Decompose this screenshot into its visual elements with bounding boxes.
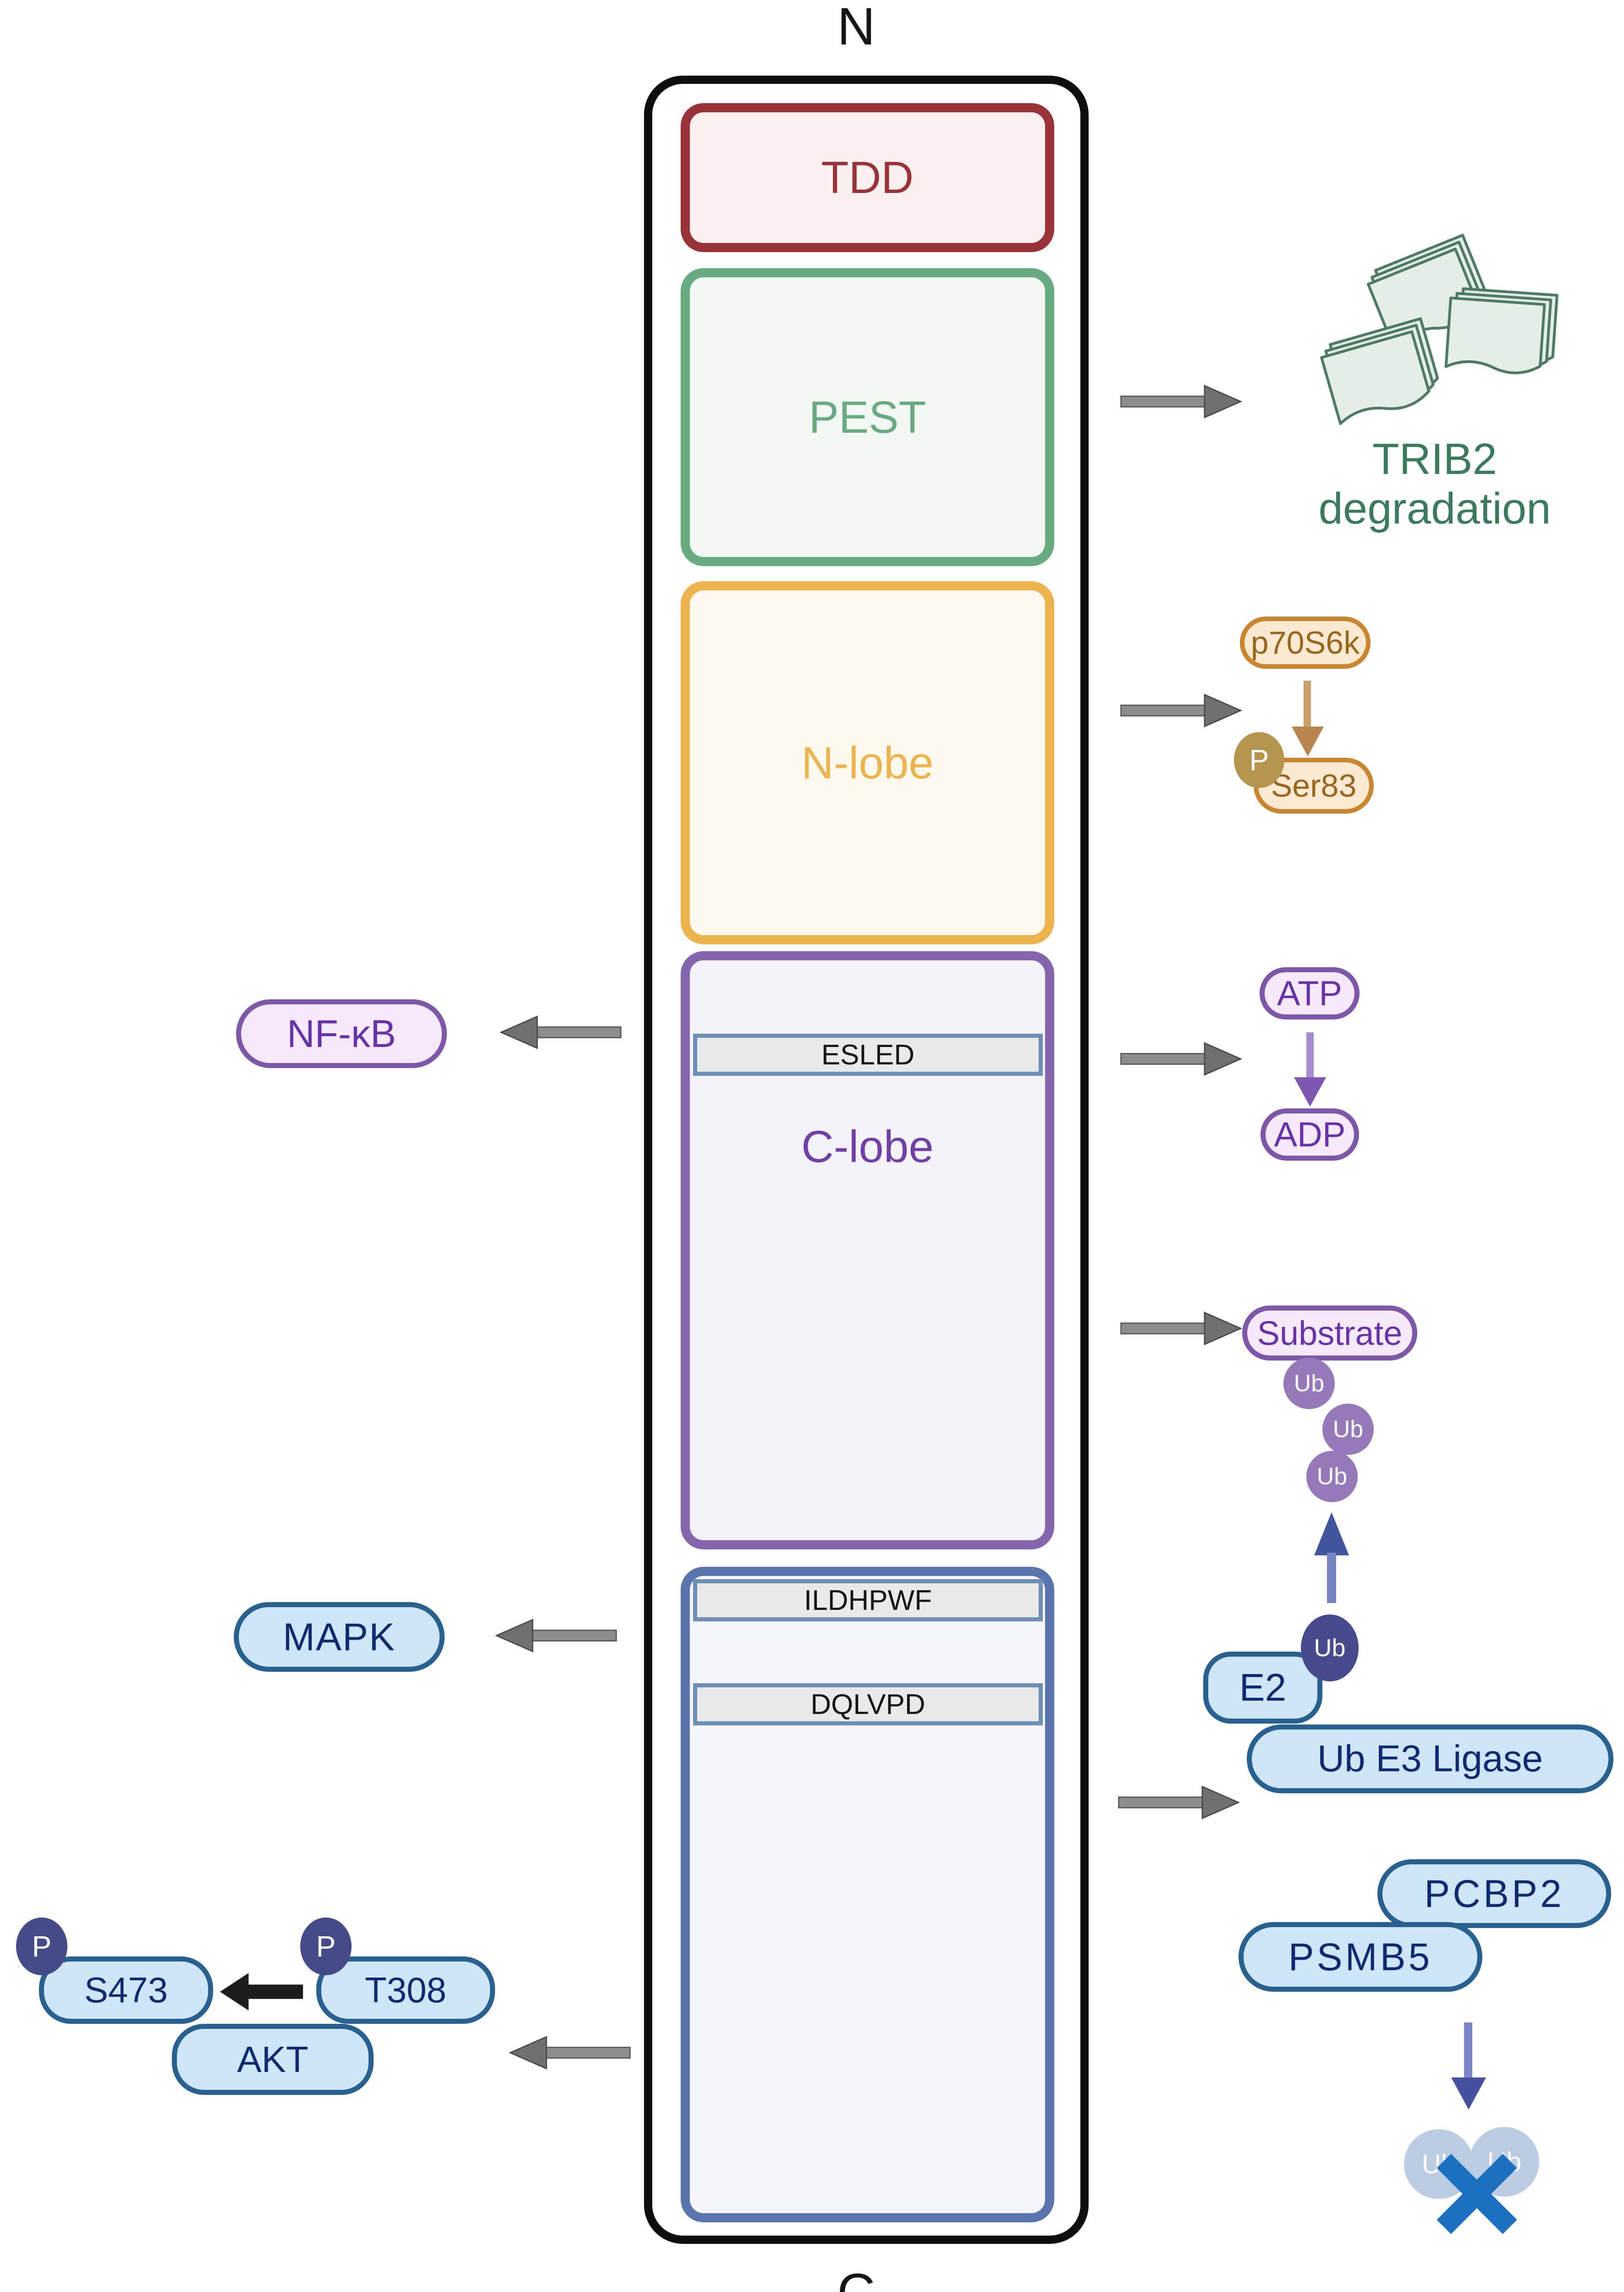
domain-c-terminal-region	[681, 1567, 1054, 2222]
akt-s473-pill: S473	[39, 1956, 213, 2024]
arrow-left-nfkb-icon	[499, 1015, 622, 1049]
arrow-down-phosphorylation-icon	[1292, 681, 1324, 756]
phospho-badge-t308: P	[300, 1917, 352, 1975]
arrow-down-atp-adp-icon	[1294, 1032, 1326, 1107]
atp-pill: ATP	[1260, 967, 1360, 1019]
domain-pest-label: PEST	[809, 391, 926, 442]
phospho-badge-ser83: P	[1234, 732, 1284, 788]
block-cross-icon	[1437, 2154, 1517, 2234]
p70s6k-pill: p70S6k	[1240, 617, 1371, 669]
akt-t308-pill: T308	[316, 1956, 495, 2024]
motif-esled: ESLED	[693, 1034, 1043, 1076]
e2-enzyme-box: E2	[1203, 1652, 1322, 1724]
ubiquitin-chain-3: Ub	[1306, 1451, 1358, 1502]
arrow-left-black-icon	[220, 1973, 303, 2011]
motif-dqlvpd: DQLVPD	[693, 1683, 1043, 1725]
psmb5-pill: PSMB5	[1239, 1922, 1482, 1992]
arrow-right-atp-icon	[1120, 1042, 1243, 1076]
arrow-down-deubiquitination-icon	[1451, 2022, 1486, 2110]
domain-pest: PEST	[681, 268, 1054, 566]
c-terminus-label: C	[806, 2262, 907, 2292]
n-terminus-label: N	[837, 0, 875, 56]
arrow-up-ubiquitination-icon	[1314, 1512, 1349, 1603]
domain-n-lobe-label: N-lobe	[801, 737, 934, 788]
degradation-caption: TRIB2 degradation	[1279, 435, 1591, 534]
degradation-caption-line1: TRIB2	[1372, 435, 1497, 484]
motif-ildhpwf: ILDHPWF	[693, 1579, 1043, 1621]
arrow-right-degradation-icon	[1120, 385, 1243, 419]
arrow-left-akt-icon	[508, 2036, 631, 2070]
phospho-badge-s473: P	[16, 1917, 67, 1975]
substrate-pill: Substrate	[1242, 1306, 1417, 1361]
arrow-right-pcbp2-icon	[1118, 1785, 1240, 1819]
pcbp2-pill: PCBP2	[1377, 1859, 1611, 1928]
nfkb-pill: NF-κB	[236, 999, 447, 1068]
adp-pill: ADP	[1261, 1108, 1359, 1161]
ub-e3-ligase-pill: Ub E3 Ligase	[1247, 1725, 1613, 1793]
arrow-right-p70s6k-icon	[1120, 694, 1243, 727]
mapk-pill: MAPK	[234, 1602, 445, 1672]
ubiquitin-on-e2: Ub	[1301, 1614, 1359, 1681]
ubiquitin-chain-2: Ub	[1322, 1404, 1374, 1455]
domain-n-lobe: N-lobe	[681, 581, 1054, 944]
degradation-caption-line2: degradation	[1318, 484, 1551, 534]
akt-pill: AKT	[172, 2024, 374, 2095]
degraded-papers-icon	[1320, 234, 1558, 425]
domain-c-lobe-label: C-lobe	[801, 1121, 934, 1172]
domain-tdd-label: TDD	[821, 152, 914, 203]
domain-tdd: TDD	[681, 103, 1054, 252]
arrow-right-substrate-icon	[1120, 1311, 1243, 1345]
ubiquitin-chain-1: Ub	[1283, 1358, 1335, 1409]
arrow-left-mapk-icon	[495, 1619, 617, 1653]
